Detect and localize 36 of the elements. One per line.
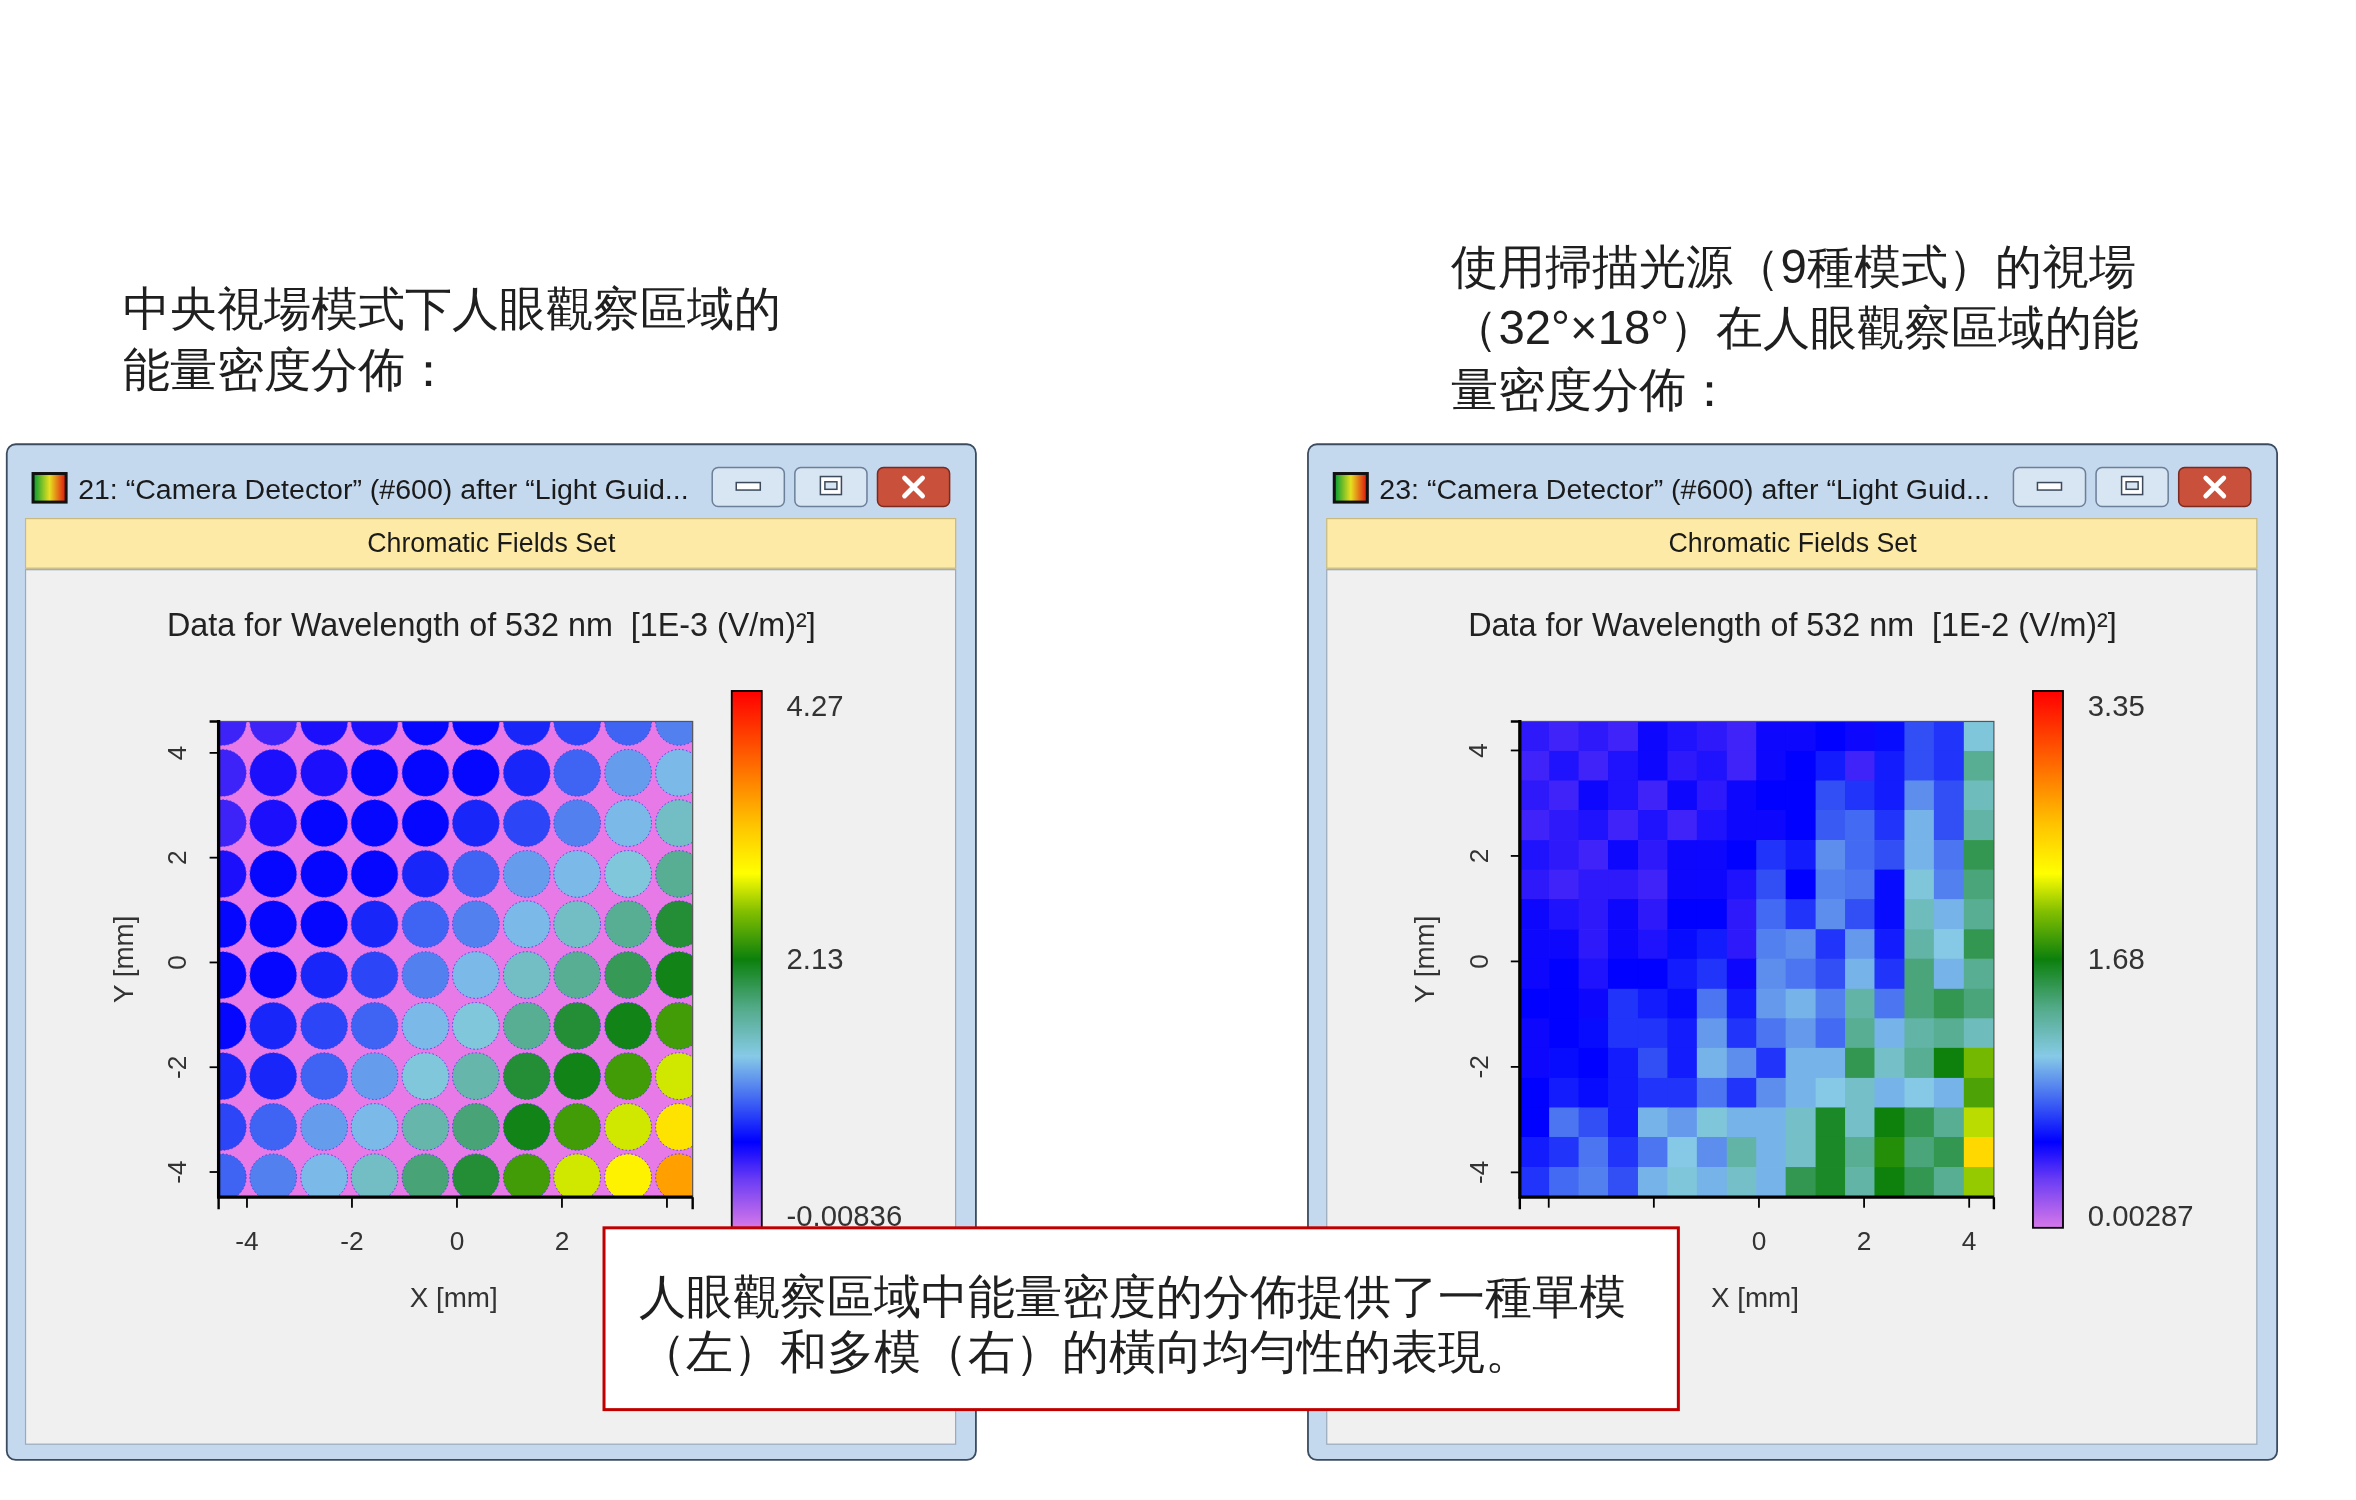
x-tick-label: 2 [1856, 1226, 1872, 1257]
y-axis-title: Y [mm] [107, 915, 139, 1004]
x-tick-label: 2 [554, 1226, 570, 1257]
x-tick-label: 4 [1961, 1226, 1977, 1257]
x-axis-title: X [mm] [1710, 1281, 1799, 1313]
text: 21: “Camera Detector” (#600) after “Light Guid... [78, 473, 689, 506]
x-axis-title: X [mm] [409, 1281, 498, 1313]
x-tick-label: 0 [449, 1226, 465, 1257]
color-bar-label: 2.13 [786, 942, 844, 976]
chart-title: Data for Wavelength of 532 nm [1E-3 (V/m)²] [167, 606, 816, 643]
color-bar-label: 3.35 [2087, 688, 2145, 722]
y-tick-label: 0 [162, 955, 193, 970]
y-tick-label: 0 [1463, 954, 1494, 969]
y-tick-label: 2 [162, 850, 193, 865]
y-tick-label: 4 [162, 745, 193, 761]
text: 23: “Camera Detector” (#600) after “Light Guid... [1379, 473, 1990, 506]
x-tick-label: -4 [235, 1226, 259, 1257]
color-bar-label: 0.00287 [2087, 1198, 2194, 1232]
y-axis-title: Y [mm] [1408, 915, 1440, 1004]
y-tick-label: 4 [1463, 743, 1494, 758]
color-bar-label: 4.27 [786, 688, 844, 722]
y-tick-label: -4 [1463, 1160, 1494, 1185]
text: 中央視場模式下人眼觀察區域的能量密度分佈： [123, 281, 782, 397]
y-tick-label: 2 [1463, 848, 1494, 864]
y-tick-label: -2 [1463, 1055, 1494, 1079]
text: 使用掃描光源（9種模式）的視場（32°×18°）在人眼觀察區域的能量密度分佈： [1451, 239, 2140, 416]
y-tick-label: -2 [162, 1055, 193, 1079]
text: Chromatic Fields Set [1668, 527, 1918, 558]
color-bar-label: 1.68 [2087, 941, 2145, 975]
y-tick-label: -4 [162, 1160, 193, 1184]
text: 人眼觀察區域中能量密度的分佈提供了一種單模（左）和多模（右）的橫向均勻性的表現。 [638, 1269, 1626, 1378]
text: Chromatic Fields Set [367, 527, 616, 558]
chart-title: Data for Wavelength of 532 nm [1E-2 (V/m)²] [1468, 606, 2117, 643]
x-tick-label: 0 [1751, 1226, 1767, 1257]
x-tick-label: -2 [340, 1226, 364, 1257]
color-bar-label: -0.00836 [786, 1198, 903, 1232]
